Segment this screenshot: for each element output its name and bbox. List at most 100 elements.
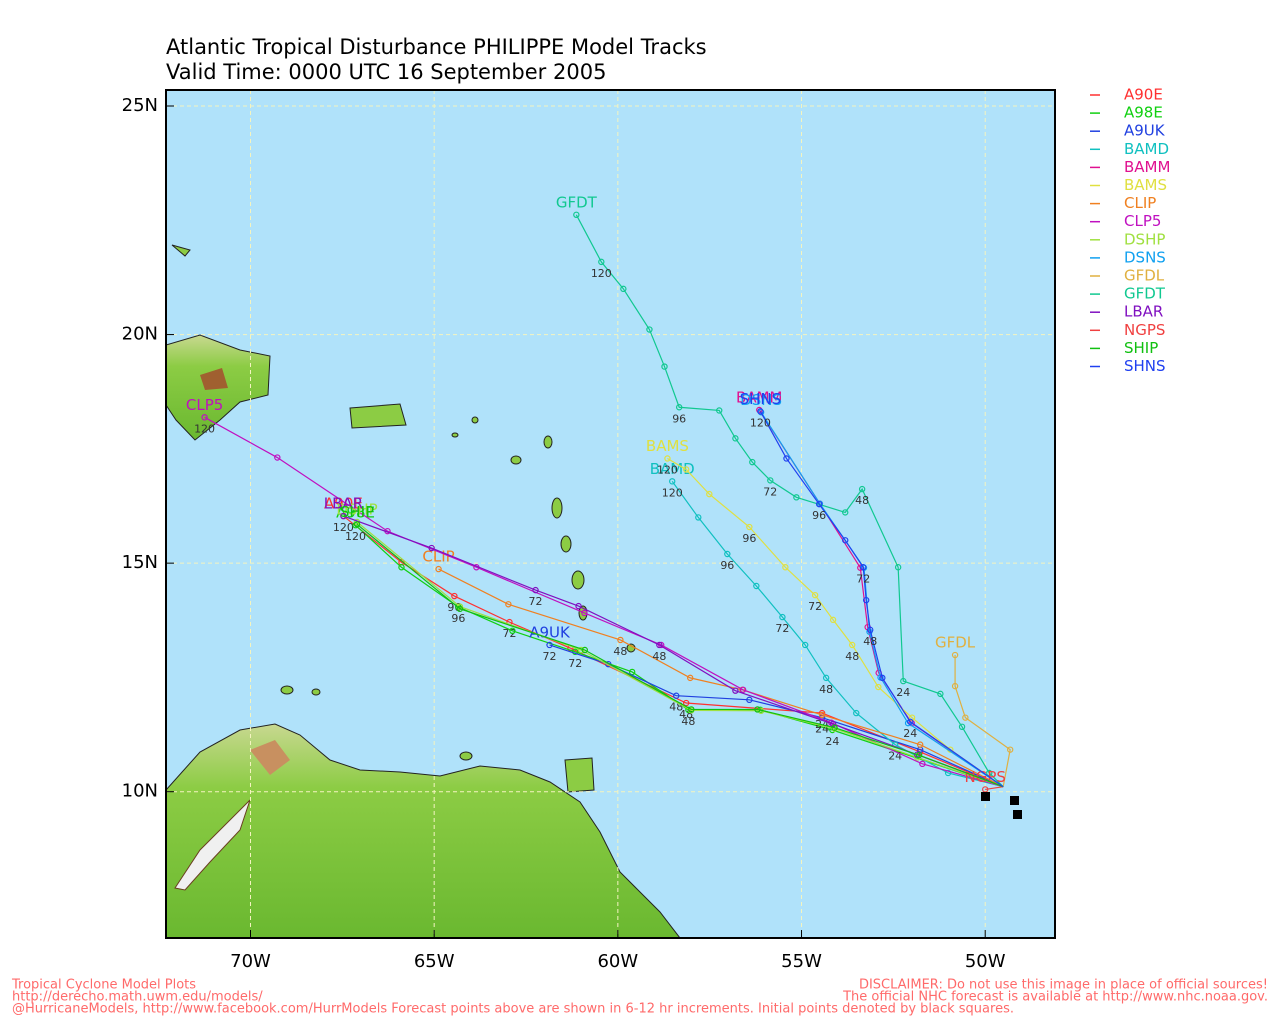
track-label: SHIP [340,503,374,521]
forecast-hour: 24 [896,686,910,699]
track-point [801,641,809,649]
legend-entry: CLIP [1124,194,1156,212]
track-point [682,699,690,707]
x-tick-label: 55W [781,951,822,972]
forecast-hour: 72 [529,595,543,608]
track-point [811,591,819,599]
track-point [867,626,874,634]
track-point [572,648,579,656]
forecast-hour: 48 [613,645,627,658]
track-point [842,509,849,516]
forecast-hour: 72 [856,572,870,585]
title-line: Atlantic Tropical Disturbance PHILIPPE M… [166,35,707,59]
track-point [598,258,605,266]
forecast-hour: 120 [591,267,612,280]
forecast-hour: 96 [451,612,465,625]
track-point [754,706,761,713]
track-label: GFDL [935,634,976,652]
legend-entry: SHNS [1124,357,1166,375]
track-line [549,644,1004,788]
forecast-hour: 24 [825,735,839,748]
track-point [767,477,774,484]
track-point [656,641,663,649]
land [166,244,681,938]
forecast-hour: 48 [855,494,869,507]
track-point [962,714,969,721]
track-label: CLIP [422,548,454,566]
track-point [757,408,764,415]
forecast-hour: 96 [742,532,756,545]
track-label: DSHP [336,501,377,519]
track-point [842,537,849,544]
forecast-hour: 96 [812,509,826,522]
tracks: 24487296120A90E24487296120A98E244872A9UK… [186,193,1014,793]
track-point [916,741,924,748]
forecast-hour: 72 [763,485,777,498]
track-point [739,686,747,693]
legend-entry: GFDT [1124,285,1166,303]
track-point [907,718,914,725]
track-point [944,769,952,777]
legend-entry: SHIP [1124,339,1158,357]
track-point [724,550,731,558]
forecast-hour: 48 [863,635,877,648]
track-point [862,596,870,604]
track-point [937,690,944,698]
track-point [688,706,695,713]
track-point [732,687,739,694]
legend-entry: BAMS [1124,176,1167,194]
track-line [575,214,1004,788]
track-point [617,636,624,644]
legend-entry: DSHP [1124,230,1165,248]
track-point [951,651,959,659]
track-point [829,720,837,728]
track-point [353,521,361,528]
track-point [428,544,435,552]
track-point [505,601,512,608]
initial-points [981,792,1022,819]
legend-entry: CLP5 [1124,212,1161,230]
graticule [166,90,1055,938]
legend-entry: A9UK [1124,122,1166,140]
track-point [919,760,926,768]
legend-entry: LBAR [1124,303,1163,321]
footer-text: http://derecho.math.uwm.edu/models/ [12,990,263,1005]
track-point [849,641,856,649]
y-tick-label: 20N [122,324,158,345]
track-point [860,564,867,571]
track-point [875,683,882,691]
track-point [675,404,683,411]
track-point [546,641,553,649]
track-point [746,523,753,531]
track-label: A9UK [529,623,571,641]
forecast-hour: 72 [808,600,822,613]
x-tick-label: 60W [597,951,638,972]
footer-text: DISCLAIMER: Do not use this image in pla… [859,978,1268,993]
track-point [706,490,713,498]
track-point [575,602,582,610]
track-label: BAMM [736,389,782,407]
track-point [532,586,539,594]
track-line [356,523,1004,788]
y-tick-label: 25N [122,95,158,116]
forecast-hour: 48 [652,650,666,663]
track-point [274,454,281,461]
footer: Tropical Cyclone Model Plotshttp://derec… [11,978,1268,1017]
track-point [894,564,902,571]
track-line [343,515,1004,788]
track-point [573,211,580,218]
track-label: SHNS [740,390,782,408]
legend-entry: BAMM [1124,158,1170,176]
track-point [456,605,464,613]
track-point [783,455,790,462]
track-line [356,521,1004,788]
track-point [687,674,694,682]
y-tick-label: 15N [122,552,158,573]
title-line: Valid Time: 0000 UTC 16 September 2005 [166,60,606,84]
axes: 70W 65W 60W 55W 50W 10N 15N 20N 25N [122,95,1006,972]
forecast-hour: 120 [333,521,354,534]
track-line [954,655,1011,787]
footer-text: Tropical Cyclone Model Plots [11,978,196,993]
track-point [673,692,680,699]
forecast-hour: 120 [662,486,683,499]
